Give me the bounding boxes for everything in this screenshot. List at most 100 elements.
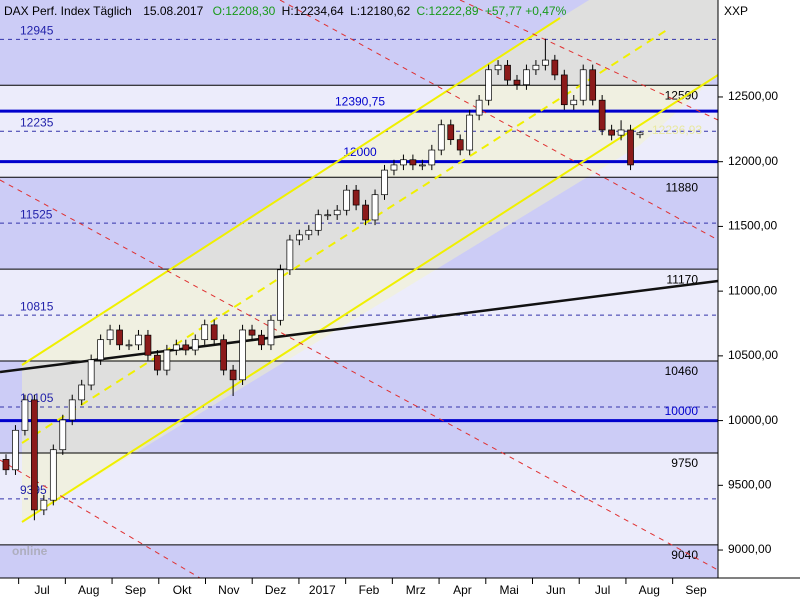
channel-mid	[21, 27, 671, 444]
candle-body	[125, 344, 133, 347]
candle-body	[437, 124, 445, 151]
x-tick-label: Sep	[125, 583, 147, 597]
candle-body	[560, 74, 568, 106]
candle-body	[409, 159, 417, 166]
y-tick-label: 11500,00	[728, 219, 777, 233]
trend-line	[0, 279, 719, 374]
candle-body	[40, 499, 48, 511]
open: O:12208,30	[213, 4, 276, 18]
band	[0, 452, 718, 545]
level-label: 11880	[666, 180, 699, 194]
candle-body	[352, 189, 360, 206]
date: 15.08.2017	[143, 4, 203, 18]
x-tick-label: Okt	[173, 583, 192, 597]
candle-body	[513, 79, 521, 86]
candle-body	[314, 214, 322, 231]
x-tick-label: Aug	[639, 583, 660, 597]
candle-body	[182, 344, 190, 351]
candle-body	[116, 329, 123, 346]
red-line	[459, 0, 719, 121]
y-tick-label: 10500,00	[728, 348, 778, 362]
candle-body	[362, 204, 369, 221]
y-tick-label: 12500,00	[728, 89, 778, 103]
red-line	[0, 459, 201, 579]
candle-body	[579, 69, 587, 101]
candle-body	[570, 99, 578, 106]
level-label: 12945	[20, 24, 54, 38]
header: DAX Perf. Index Täglich 15.08.2017 O:122…	[4, 4, 567, 18]
red-line	[0, 179, 719, 571]
candle-body	[456, 139, 464, 151]
level-label: 11525	[20, 207, 53, 221]
candle-body	[551, 59, 559, 76]
candle-body	[617, 129, 625, 136]
watermark: online	[12, 544, 48, 558]
candle-body	[608, 129, 615, 136]
candle-body	[494, 64, 502, 71]
candle-body	[598, 99, 606, 131]
candle-body	[239, 329, 246, 381]
candle-body	[371, 194, 379, 221]
x-tick-label: Apr	[453, 583, 472, 597]
band	[0, 544, 718, 578]
candle-body	[428, 149, 436, 166]
level-label: 12390,75	[335, 94, 385, 108]
low: L:12180,62	[350, 4, 410, 18]
candle-body	[229, 369, 237, 381]
channel-fill	[22, 0, 718, 522]
band	[0, 361, 718, 453]
candle-body	[447, 124, 455, 141]
x-tick-label: Jun	[546, 583, 565, 597]
candle-body	[163, 349, 171, 371]
change: +57,77 +0,47%	[485, 4, 567, 18]
candle-body	[523, 69, 530, 86]
candle-body	[258, 334, 265, 346]
x-tick-label: Dez	[265, 583, 286, 597]
candle-body	[286, 239, 294, 271]
level-label: 10000	[665, 404, 699, 418]
red-line	[279, 0, 719, 241]
candle-body	[106, 329, 114, 341]
band	[0, 0, 718, 86]
plot: 129451259012390,751223512000118801152511…	[0, 24, 718, 562]
candle-body	[87, 359, 95, 386]
level-label: 12000	[343, 145, 377, 159]
candle-body	[191, 339, 199, 351]
instrument: DAX Perf. Index Täglich	[4, 4, 132, 18]
candle-body	[68, 399, 76, 421]
candle-body	[31, 399, 38, 511]
level-label: 9040	[671, 548, 698, 562]
x-tick-label: Aug	[78, 583, 99, 597]
candle-body	[248, 329, 256, 336]
candle-body	[135, 334, 142, 346]
x-tick-label: Mai	[499, 583, 518, 597]
x-tick-label: Nov	[218, 583, 239, 597]
candle-body	[381, 169, 388, 196]
candle-body	[210, 324, 218, 341]
x-tick-label: Sep	[685, 583, 707, 597]
level-label: 10460	[665, 364, 699, 378]
candle-body	[475, 99, 483, 116]
candle-body	[305, 229, 313, 236]
candle-body	[277, 269, 284, 321]
candles	[2, 38, 644, 521]
candle-body	[485, 69, 492, 101]
candle-body	[154, 354, 161, 371]
candle-body	[295, 234, 303, 241]
candle-body	[636, 132, 644, 136]
candle-body	[333, 209, 341, 216]
level-label: 12235	[20, 115, 54, 129]
x-tick-label: 2017	[309, 583, 336, 597]
y-tick-label: 9500,00	[728, 477, 772, 491]
candle-body	[220, 339, 227, 371]
red-lines	[0, 0, 719, 579]
candle-body	[267, 319, 275, 346]
candle-body	[78, 384, 86, 401]
x-tick-label: Mrz	[406, 583, 426, 597]
channel-upper	[21, 17, 561, 366]
x-tick-label: Jul	[595, 583, 610, 597]
candle-body	[542, 59, 549, 66]
candle-body	[2, 459, 10, 471]
y-tick-label: 9000,00	[728, 542, 772, 556]
